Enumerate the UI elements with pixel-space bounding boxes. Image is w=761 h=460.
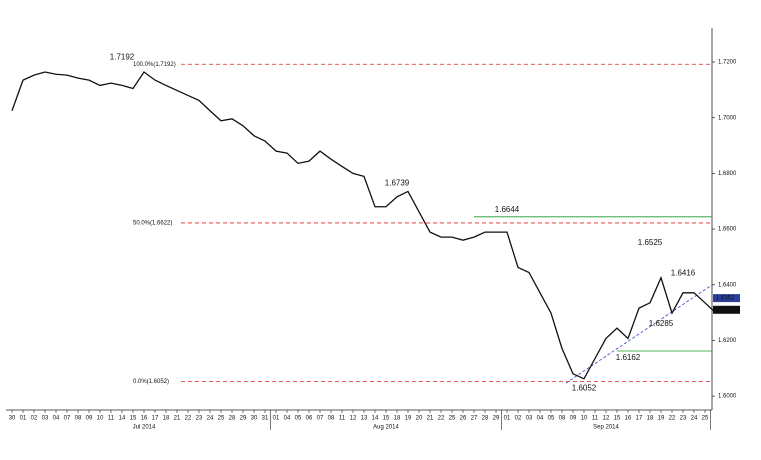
level-label: 100.0%(1.7192) xyxy=(133,62,176,68)
x-tick-label: 25 xyxy=(218,416,225,422)
x-tick-label: 15 xyxy=(130,416,137,422)
x-tick-label: 22 xyxy=(669,416,676,422)
x-tick-label: 04 xyxy=(53,416,60,422)
x-tick-label: 07 xyxy=(317,416,324,422)
price-tag-label: 1.631 xyxy=(716,307,732,313)
x-tick-label: 23 xyxy=(196,416,203,422)
x-tick-label: 13 xyxy=(361,416,368,422)
x-tick-label: 11 xyxy=(592,416,599,422)
x-tick-label: 18 xyxy=(163,416,170,422)
month-label: Sep 2014 xyxy=(593,425,619,431)
x-tick-label: 02 xyxy=(515,416,522,422)
y-tick-label: 1.6400 xyxy=(718,282,737,288)
x-tick-label: 15 xyxy=(614,416,621,422)
x-tick-label: 18 xyxy=(647,416,654,422)
x-tick-label: 07 xyxy=(64,416,71,422)
x-tick-label: 12 xyxy=(603,416,610,422)
x-tick-label: 01 xyxy=(20,416,27,422)
x-tick-label: 06 xyxy=(306,416,313,422)
x-tick-label: 17 xyxy=(152,416,159,422)
x-tick-label: 21 xyxy=(427,416,434,422)
x-tick-label: 30 xyxy=(251,416,258,422)
x-tick-label: 28 xyxy=(482,416,489,422)
x-tick-label: 01 xyxy=(504,416,511,422)
y-tick-label: 1.6000 xyxy=(718,394,737,400)
x-tick-label: 16 xyxy=(141,416,148,422)
x-tick-label: 10 xyxy=(97,416,104,422)
x-tick-label: 05 xyxy=(548,416,555,422)
x-tick-label: 03 xyxy=(42,416,49,422)
x-tick-label: 03 xyxy=(526,416,533,422)
annotation: 1.6644 xyxy=(495,205,520,214)
trendline xyxy=(565,284,713,384)
x-tick-label: 18 xyxy=(394,416,401,422)
x-tick-label: 30 xyxy=(9,416,16,422)
annotation: 1.6416 xyxy=(671,268,696,277)
x-tick-label: 27 xyxy=(471,416,478,422)
x-tick-label: 29 xyxy=(240,416,247,422)
y-tick-label: 1.6800 xyxy=(718,171,737,177)
x-tick-label: 23 xyxy=(680,416,687,422)
x-tick-label: 12 xyxy=(350,416,357,422)
x-tick-label: 20 xyxy=(416,416,423,422)
x-tick-label: 31 xyxy=(262,416,269,422)
x-tick-label: 14 xyxy=(119,416,126,422)
price-tag xyxy=(713,305,740,314)
x-tick-label: 05 xyxy=(295,416,302,422)
annotation: 1.6525 xyxy=(638,238,663,247)
x-tick-label: 28 xyxy=(229,416,236,422)
annotation: 1.6052 xyxy=(572,384,597,393)
x-tick-label: 11 xyxy=(339,416,346,422)
x-tick-label: 09 xyxy=(570,416,577,422)
month-label: Jul 2014 xyxy=(133,425,156,431)
x-tick-label: 29 xyxy=(493,416,500,422)
y-tick-label: 1.6200 xyxy=(718,338,737,344)
x-tick-label: 01 xyxy=(273,416,280,422)
x-tick-label: 19 xyxy=(405,416,412,422)
x-tick-label: 08 xyxy=(328,416,335,422)
x-tick-label: 26 xyxy=(460,416,467,422)
x-tick-label: 10 xyxy=(581,416,588,422)
x-tick-label: 08 xyxy=(559,416,566,422)
x-tick-label: 21 xyxy=(174,416,181,422)
x-tick-label: 14 xyxy=(372,416,379,422)
x-tick-label: 25 xyxy=(449,416,456,422)
x-tick-label: 25 xyxy=(702,416,709,422)
x-tick-label: 08 xyxy=(75,416,82,422)
price-line xyxy=(11,71,717,380)
level-label: 0.0%(1.6052) xyxy=(133,379,169,385)
annotation: 1.6285 xyxy=(649,319,674,328)
y-tick-label: 1.6600 xyxy=(718,227,737,233)
x-tick-label: 04 xyxy=(284,416,291,422)
x-tick-label: 17 xyxy=(636,416,643,422)
x-tick-label: 22 xyxy=(438,416,445,422)
month-label: Aug 2014 xyxy=(373,425,399,431)
x-tick-label: 09 xyxy=(86,416,93,422)
x-tick-label: 24 xyxy=(691,416,698,422)
y-tick-label: 1.7000 xyxy=(718,115,737,121)
x-tick-label: 11 xyxy=(108,416,115,422)
x-tick-label: 02 xyxy=(31,416,38,422)
price-tag-label: 1.6352 xyxy=(716,296,735,302)
x-tick-label: 16 xyxy=(625,416,632,422)
x-tick-label: 24 xyxy=(207,416,214,422)
x-tick-label: 22 xyxy=(185,416,192,422)
annotation: 1.6739 xyxy=(385,178,410,187)
x-tick-label: 15 xyxy=(383,416,390,422)
y-tick-label: 1.7200 xyxy=(718,60,737,66)
price-tag xyxy=(713,294,740,303)
level-label: 50.0%(1.6622) xyxy=(133,221,172,227)
annotation: 1.6162 xyxy=(616,353,641,362)
x-tick-label: 04 xyxy=(537,416,544,422)
annotation: 1.7192 xyxy=(110,52,135,61)
x-tick-label: 19 xyxy=(658,416,665,422)
